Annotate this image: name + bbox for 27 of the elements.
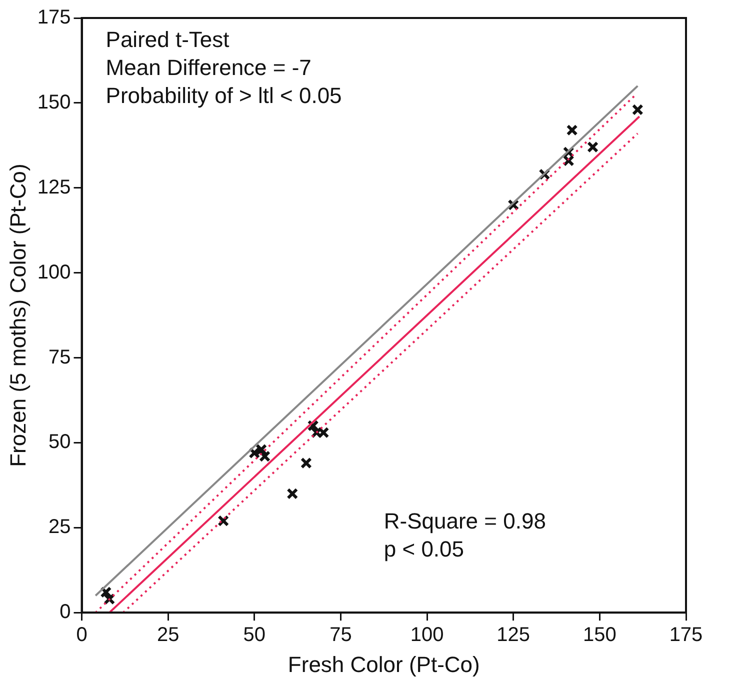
x-tick-label: 125 <box>496 624 530 646</box>
x-tick-label: 75 <box>330 624 352 646</box>
y-tick-label: 125 <box>37 176 71 198</box>
y-tick-label: 75 <box>48 346 71 368</box>
annotation: R-Square = 0.98 p < 0.05 <box>384 508 546 562</box>
y-tick-label: 100 <box>37 261 71 284</box>
x-tick-label: 175 <box>669 624 703 646</box>
point <box>300 457 312 469</box>
x-tick-label: 50 <box>243 624 266 646</box>
point <box>218 515 230 527</box>
y-tick-label: 25 <box>48 516 71 538</box>
x-tick-label: 150 <box>582 624 616 646</box>
y-tick-label: 175 <box>37 6 71 29</box>
annotation: Paired t-Test Mean Difference = -7 Probability of > ltl < 0.05 <box>106 27 342 108</box>
x-tick-label: 25 <box>156 624 180 646</box>
point <box>632 104 644 116</box>
y-axis-title: Frozen (5 moths) Color (Pt-Co) <box>5 164 30 467</box>
x-axis-title: Fresh Color (Pt-Co) <box>288 652 480 677</box>
y-tick-label: 150 <box>37 91 71 114</box>
point <box>566 124 578 136</box>
point <box>286 488 298 500</box>
y-tick-label: 50 <box>48 431 71 454</box>
x-tick-label: 0 <box>76 624 88 646</box>
point <box>248 447 260 459</box>
y-tick-label: 0 <box>60 601 71 624</box>
x-tick-label: 100 <box>410 624 444 646</box>
point <box>587 141 599 153</box>
